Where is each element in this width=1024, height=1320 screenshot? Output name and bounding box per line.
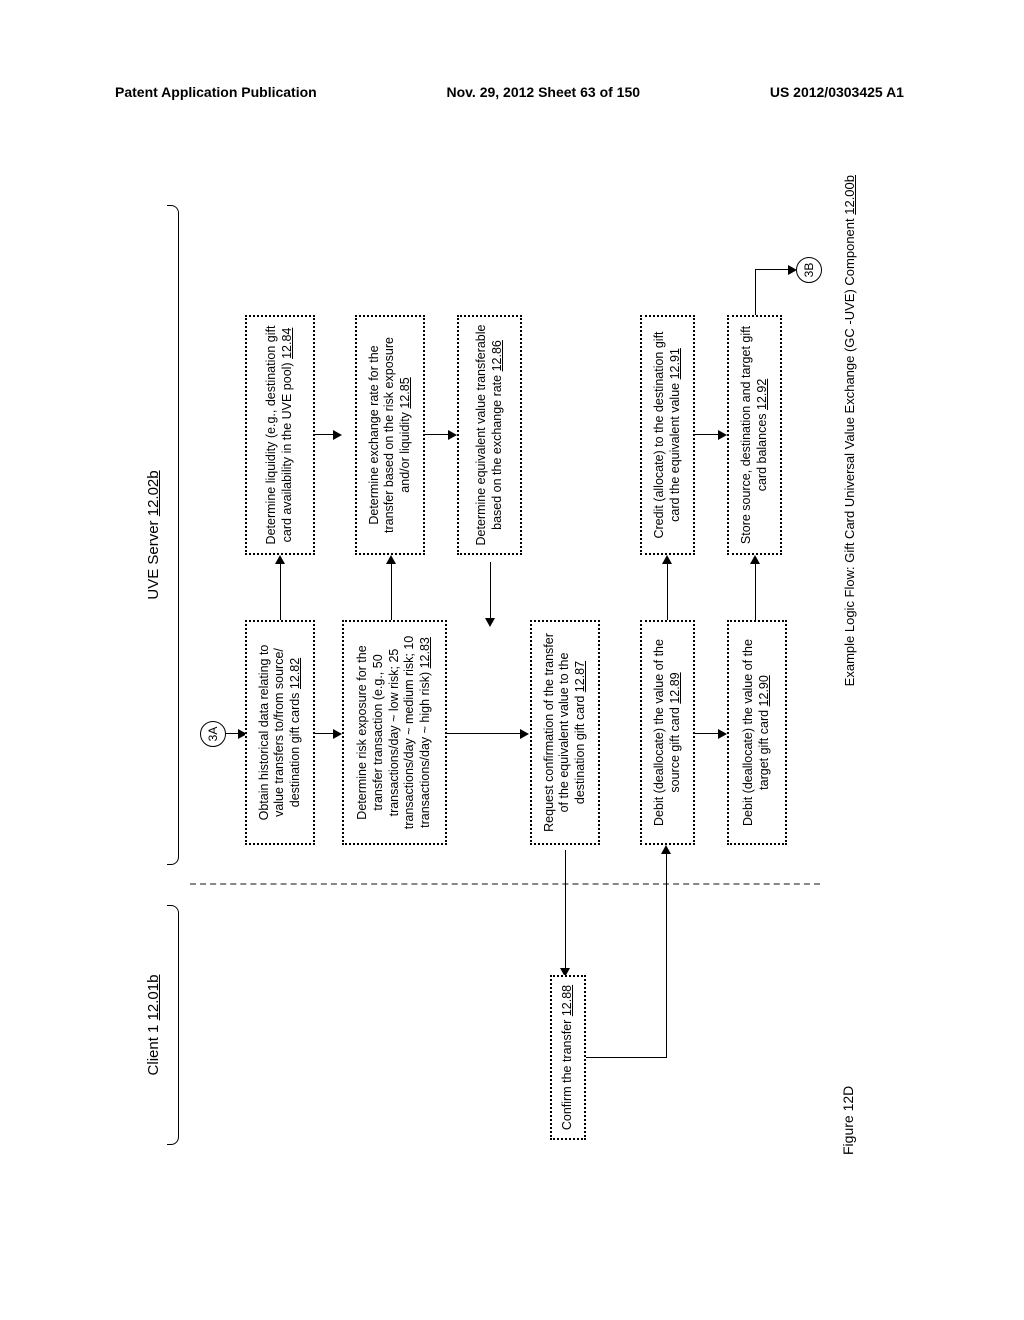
swimlane-divider <box>190 883 820 885</box>
arrow-icon <box>750 555 760 564</box>
bracket-client <box>167 905 179 1145</box>
arrow-icon <box>333 729 342 739</box>
arrow-icon <box>662 555 672 564</box>
box-store-balances: Store source, destination and target gif… <box>727 315 782 555</box>
line <box>425 434 450 435</box>
line <box>280 562 281 620</box>
flowchart-diagram: Client 1 12.01b UVE Server 12.02b 3A Obt… <box>15 305 1005 1035</box>
line <box>755 269 790 270</box>
header-center: Nov. 29, 2012 Sheet 63 of 150 <box>447 84 641 100</box>
line <box>755 562 756 620</box>
box-request-confirmation: Request confirmation of the transfer of … <box>530 620 600 845</box>
line <box>667 562 668 620</box>
line <box>666 852 667 1058</box>
box-exchange-rate: Determine exchange rate for the transfer… <box>355 315 425 555</box>
arrow-icon <box>718 729 727 739</box>
swimlane-server-label: UVE Server 12.02b <box>145 435 162 635</box>
arrow-icon <box>275 555 285 564</box>
arrow-icon <box>661 845 671 854</box>
line <box>447 733 522 734</box>
line <box>315 733 335 734</box>
line <box>695 434 720 435</box>
box-credit-destination: Credit (allocate) to the destination gif… <box>640 315 695 555</box>
box-equivalent-value: Determine equivalent value transferable … <box>457 315 522 555</box>
line <box>565 850 566 970</box>
box-historical-data: Obtain historical data relating to value… <box>245 620 315 845</box>
box-risk-exposure: Determine risk exposure for the transfer… <box>342 620 447 845</box>
bracket-server <box>167 205 179 865</box>
page-header: Patent Application Publication Nov. 29, … <box>115 84 904 100</box>
line <box>315 434 335 435</box>
line <box>490 562 491 620</box>
line <box>586 1057 666 1058</box>
line <box>695 733 720 734</box>
connector-in: 3A <box>200 721 226 747</box>
arrow-icon <box>333 430 342 440</box>
box-debit-target: Debit (deallocate) the value of the targ… <box>727 620 787 845</box>
box-confirm-transfer: Confirm the transfer 12.88 <box>550 975 586 1140</box>
box-debit-source: Debit (deallocate) the value of the sour… <box>640 620 695 845</box>
header-left: Patent Application Publication <box>115 84 317 100</box>
swimlane-client-label: Client 1 12.01b <box>145 945 162 1105</box>
connector-out: 3B <box>796 257 822 283</box>
arrow-icon <box>386 555 396 564</box>
header-right: US 2012/0303425 A1 <box>770 84 904 100</box>
arrow-icon <box>520 729 529 739</box>
arrow-icon <box>718 430 727 440</box>
figure-caption: Example Logic Flow: Gift Card Universal … <box>842 175 857 795</box>
figure-label: Figure 12D <box>840 1086 856 1155</box>
arrow-icon <box>485 618 495 627</box>
box-determine-liquidity: Determine liquidity (e.g., destination g… <box>245 315 315 555</box>
line <box>391 562 392 620</box>
arrow-icon <box>448 430 457 440</box>
line <box>755 270 756 315</box>
